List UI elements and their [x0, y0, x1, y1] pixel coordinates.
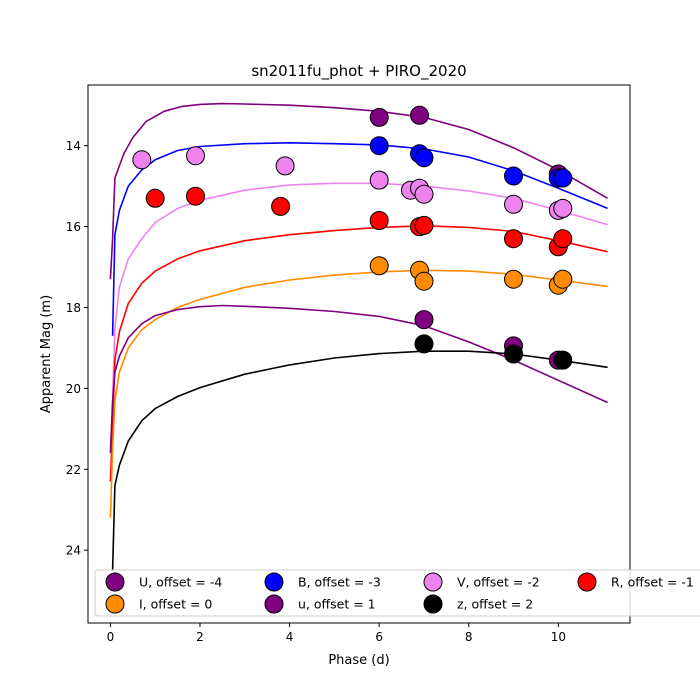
- data-point: [414, 271, 434, 291]
- y-tick-label: 22: [66, 463, 81, 477]
- y-tick-label: 14: [66, 139, 81, 153]
- model-curve: [111, 142, 608, 336]
- y-axis: 14 16 18 20 22 24: [66, 139, 88, 558]
- legend-marker: [105, 594, 125, 614]
- data-point: [369, 256, 389, 276]
- data-point: [504, 229, 523, 249]
- legend: U, offset = -4 B, offset = -3 V, offset = …: [94, 569, 700, 617]
- y-tick-label: 18: [66, 301, 81, 315]
- legend-box: [94, 569, 700, 617]
- model-curve: [111, 350, 608, 571]
- model-curve: [109, 269, 608, 518]
- data-point: [410, 105, 429, 125]
- data-points: [132, 105, 573, 370]
- legend-marker: [577, 572, 597, 592]
- x-tick-label: 4: [286, 630, 294, 644]
- legend-label: V, offset = -2: [457, 575, 540, 590]
- model-curve: [109, 304, 608, 454]
- plot-frame: [87, 84, 631, 624]
- model-curve: [111, 182, 608, 397]
- legend-marker: [423, 572, 443, 592]
- y-tick-label: 20: [66, 382, 81, 396]
- x-axis-label: Phase (d): [328, 653, 389, 668]
- x-axis: 0 2 4 6 8 10: [107, 623, 566, 644]
- legend-marker: [264, 572, 284, 592]
- legend-label: B, offset = -3: [298, 575, 381, 590]
- x-tick-label: 2: [196, 630, 204, 644]
- data-point: [369, 211, 389, 230]
- data-point: [504, 344, 523, 364]
- data-point: [186, 186, 205, 206]
- legend-marker: [264, 594, 284, 614]
- chart-title: sn2011fu_phot + PIRO_2020: [251, 62, 466, 81]
- model-curve: [109, 225, 608, 482]
- data-point: [369, 107, 389, 127]
- x-tick-label: 10: [551, 630, 566, 644]
- data-point: [414, 334, 434, 354]
- y-tick-label: 16: [66, 220, 81, 234]
- legend-label: I, offset = 0: [139, 597, 212, 612]
- legend-label: R, offset = -1: [611, 575, 694, 590]
- model-curve: [109, 102, 608, 280]
- data-point: [275, 156, 295, 176]
- x-tick-label: 6: [375, 630, 383, 644]
- data-point: [414, 215, 434, 235]
- legend-label: z, offset = 2: [457, 597, 533, 612]
- data-point: [132, 150, 152, 170]
- legend-marker: [423, 594, 443, 614]
- x-tick-label: 0: [107, 630, 115, 644]
- data-point: [369, 136, 389, 156]
- x-tick-label: 8: [465, 630, 473, 644]
- data-point: [504, 166, 523, 186]
- data-point: [186, 146, 205, 166]
- data-point: [553, 198, 573, 218]
- data-point: [414, 148, 434, 168]
- data-point: [553, 229, 573, 249]
- data-point: [504, 194, 523, 214]
- data-point: [553, 350, 573, 370]
- data-point: [145, 188, 165, 208]
- legend-label: U, offset = -4: [139, 575, 222, 590]
- legend-label: u, offset = 1: [298, 597, 376, 612]
- legend-marker: [105, 572, 125, 592]
- data-point: [369, 170, 389, 190]
- data-point: [414, 310, 434, 330]
- data-point: [414, 184, 434, 204]
- data-point: [553, 269, 573, 289]
- data-point: [504, 269, 523, 289]
- data-point: [553, 168, 573, 188]
- y-axis-label: Apparent Mag (m): [39, 295, 54, 413]
- data-point: [271, 196, 291, 216]
- y-tick-label: 24: [66, 544, 81, 558]
- model-curves: [109, 102, 608, 571]
